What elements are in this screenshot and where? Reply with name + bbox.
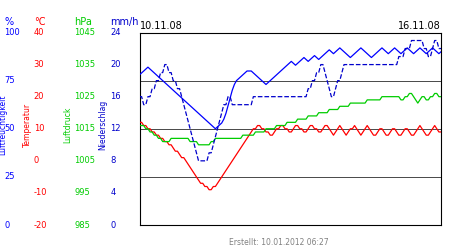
Text: 16.11.08: 16.11.08 [398, 20, 441, 30]
Text: Erstellt: 10.01.2012 06:27: Erstellt: 10.01.2012 06:27 [229, 238, 329, 247]
Text: 1015: 1015 [74, 124, 95, 133]
Text: mm/h: mm/h [110, 17, 139, 27]
Text: 40: 40 [34, 28, 44, 37]
Text: -20: -20 [34, 220, 47, 230]
Text: 24: 24 [110, 28, 121, 37]
Text: 8: 8 [110, 156, 116, 165]
Text: 25: 25 [4, 172, 15, 182]
Text: 12: 12 [110, 124, 121, 133]
Text: Luftfeuchtigkeit: Luftfeuchtigkeit [0, 95, 7, 155]
Text: Niederschlag: Niederschlag [98, 100, 107, 150]
Text: 4: 4 [110, 188, 116, 198]
Text: 100: 100 [4, 28, 20, 37]
Text: hPa: hPa [74, 17, 92, 27]
Text: Temperatur: Temperatur [23, 103, 32, 147]
Text: 995: 995 [74, 188, 90, 198]
Text: Luftdruck: Luftdruck [63, 107, 72, 143]
Text: 1025: 1025 [74, 92, 95, 101]
Text: 30: 30 [34, 60, 45, 69]
Text: 20: 20 [110, 60, 121, 69]
Text: 50: 50 [4, 124, 15, 133]
Text: °C: °C [34, 17, 45, 27]
Text: %: % [4, 17, 13, 27]
Text: -10: -10 [34, 188, 47, 198]
Text: 1005: 1005 [74, 156, 95, 165]
Text: 1045: 1045 [74, 28, 95, 37]
Text: 985: 985 [74, 220, 90, 230]
Text: 1035: 1035 [74, 60, 95, 69]
Text: 10: 10 [34, 124, 44, 133]
Text: 75: 75 [4, 76, 15, 85]
Text: 10.11.08: 10.11.08 [140, 20, 182, 30]
Text: 16: 16 [110, 92, 121, 101]
Text: 0: 0 [110, 220, 116, 230]
Text: 0: 0 [4, 220, 10, 230]
Text: 0: 0 [34, 156, 39, 165]
Text: 20: 20 [34, 92, 44, 101]
